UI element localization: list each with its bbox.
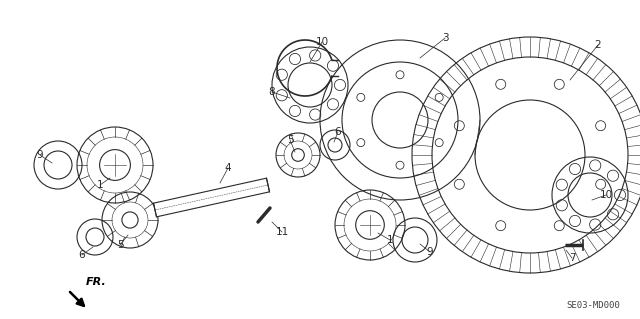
Text: 5: 5	[116, 240, 124, 250]
Text: SE03-MD000: SE03-MD000	[566, 301, 620, 310]
Text: 10: 10	[316, 37, 328, 47]
Polygon shape	[154, 178, 269, 217]
Text: 6: 6	[79, 250, 85, 260]
Text: 4: 4	[225, 163, 231, 173]
Text: 1: 1	[97, 180, 103, 190]
Text: 5: 5	[287, 135, 293, 145]
Text: 3: 3	[442, 33, 448, 43]
Text: FR.: FR.	[86, 277, 107, 287]
Text: 1: 1	[387, 235, 394, 245]
Text: 11: 11	[275, 227, 289, 237]
Text: 6: 6	[335, 127, 341, 137]
Text: 10: 10	[600, 190, 612, 200]
Text: 7: 7	[569, 253, 575, 263]
Text: 9: 9	[36, 150, 44, 160]
Text: 8: 8	[269, 87, 275, 97]
Text: 9: 9	[427, 247, 433, 257]
Text: 2: 2	[595, 40, 602, 50]
